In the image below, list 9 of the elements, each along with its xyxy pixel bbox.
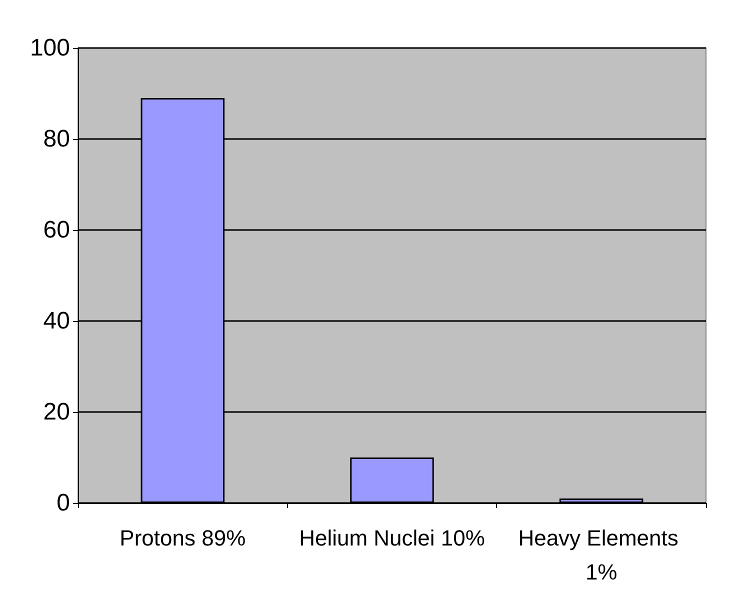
x-tick-label: Helium Nuclei 10% bbox=[299, 526, 485, 550]
y-tick-label: 60 bbox=[43, 216, 70, 244]
y-tick-label: 0 bbox=[56, 490, 70, 516]
x-tick-label: Heavy Elements 1% bbox=[518, 526, 684, 584]
y-tick-label: 100 bbox=[30, 34, 70, 62]
y-tick-label: 40 bbox=[43, 308, 70, 334]
y-tick-label: 80 bbox=[43, 126, 70, 152]
y-tick-label: 20 bbox=[43, 398, 70, 426]
x-tick-label: Protons 89% bbox=[120, 526, 246, 550]
